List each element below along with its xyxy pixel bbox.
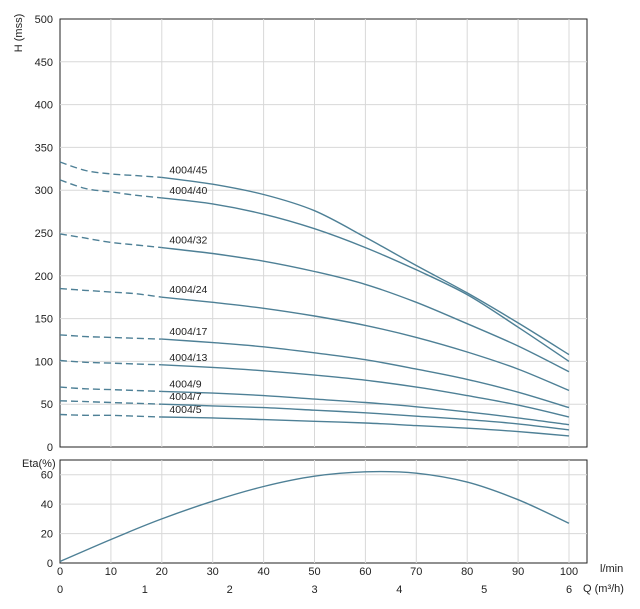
- head-y-tick-label: 100: [35, 356, 53, 368]
- q-x-tick-label: 6: [566, 584, 572, 596]
- head-curve-dashed-segment: [59, 334, 162, 340]
- efficiency-y-tick-label: 0: [47, 558, 53, 570]
- flow-x-tick-label: 40: [257, 566, 269, 578]
- head-curve-solid-segment: [161, 364, 570, 418]
- head-y-tick-labels: 0 50 100 150 200 250 300 350 400 450 500: [35, 14, 53, 454]
- head-curve-label: 4004/40: [169, 185, 207, 197]
- head-curve-label: 4004/5: [169, 404, 201, 416]
- head-curve-solid-segment: [161, 197, 570, 362]
- flow-x-tick-label: 50: [308, 566, 320, 578]
- head-curve-label: 4004/9: [169, 378, 201, 390]
- head-curve-dashed-segment: [59, 233, 162, 249]
- head-y-tick-label: 50: [41, 399, 53, 411]
- head-curve-4004-5: [59, 413, 570, 437]
- head-curve-label: 4004/13: [169, 352, 207, 364]
- head-curve-4004-45: [59, 161, 570, 356]
- head-y-tick-label: 150: [35, 314, 53, 326]
- q-x-tick-labels: 0 1 2 3 4 5 6: [57, 584, 572, 596]
- head-series: [59, 161, 570, 437]
- head-y-tick-label: 200: [35, 271, 53, 283]
- head-curve-4004-40: [59, 179, 570, 362]
- head-y-tick-label: 500: [35, 14, 53, 26]
- flow-x-tick-label: 100: [560, 566, 578, 578]
- head-curve-4004-13: [59, 359, 570, 418]
- head-chart: 0 50 100 150 200 250 300 350 400 450 500 H (mss) 4…: [13, 14, 588, 454]
- q-x-tick-label: 4: [396, 584, 402, 596]
- head-curve-label: 4004/24: [169, 284, 207, 296]
- efficiency-y-tick-label: 20: [41, 529, 53, 541]
- efficiency-y-tick-label: 60: [41, 470, 53, 482]
- q-x-tick-label: 2: [227, 584, 233, 596]
- head-series-labels: 4004/45 4004/40 4004/32 4004/24 4004/17 4004/…: [169, 164, 207, 416]
- flow-x-tick-label: 90: [512, 566, 524, 578]
- q-x-tick-label: 3: [311, 584, 317, 596]
- head-curve-solid-segment: [161, 338, 570, 409]
- head-curve-solid-segment: [161, 416, 570, 437]
- flow-x-tick-label: 70: [410, 566, 422, 578]
- head-curve-4004-24: [59, 287, 570, 392]
- flow-x-tick-label: 60: [359, 566, 371, 578]
- head-curve-label: 4004/17: [169, 326, 207, 338]
- flow-unit-label: l/min: [600, 563, 623, 575]
- head-curve-dashed-segment: [59, 386, 162, 393]
- head-curve-solid-segment: [161, 403, 570, 431]
- flow-x-tick-label: 10: [105, 566, 117, 578]
- flow-x-tick-label: 0: [57, 566, 63, 578]
- efficiency-y-tick-label: 40: [41, 499, 53, 511]
- efficiency-chart: 0 20 40 60 Eta(%) 0 10 20 30 40 50 60 70 80 90 100 0 1…: [22, 458, 624, 596]
- head-curve-solid-segment: [161, 390, 570, 426]
- efficiency-gridlines: [60, 460, 587, 563]
- head-curve-label: 4004/32: [169, 235, 207, 247]
- head-gridlines: [60, 19, 587, 447]
- flow-x-tick-label: 80: [461, 566, 473, 578]
- head-curve-label: 4004/7: [169, 391, 201, 403]
- head-curve-solid-segment: [161, 296, 570, 392]
- head-curve-dashed-segment: [59, 287, 162, 298]
- head-curve-4004-9: [59, 386, 570, 426]
- efficiency-plot-frame: [59, 459, 588, 564]
- efficiency-series: [59, 470, 570, 563]
- head-curve-4004-17: [59, 334, 570, 409]
- head-curve-solid-segment: [161, 176, 570, 356]
- head-y-tick-label: 400: [35, 100, 53, 112]
- flow-x-tick-label: 30: [207, 566, 219, 578]
- head-curve-4004-7: [59, 400, 570, 431]
- flow-x-tick-label: 20: [156, 566, 168, 578]
- q-x-tick-label: 1: [142, 584, 148, 596]
- head-y-tick-label: 350: [35, 142, 53, 154]
- head-curve-dashed-segment: [59, 413, 162, 418]
- flow-x-tick-labels: 0 10 20 30 40 50 60 70 80 90 100: [57, 566, 578, 578]
- head-y-tick-label: 250: [35, 228, 53, 240]
- head-y-tick-label: 300: [35, 185, 53, 197]
- q-x-tick-label: 0: [57, 584, 63, 596]
- q-x-tick-label: 5: [481, 584, 487, 596]
- efficiency-y-tick-labels: 0 20 40 60: [41, 470, 53, 570]
- efficiency-axis-label: Eta(%): [22, 458, 56, 470]
- head-curve-label: 4004/45: [169, 164, 207, 176]
- head-curve-dashed-segment: [59, 359, 162, 366]
- head-y-tick-label: 450: [35, 57, 53, 69]
- q-unit-label: Q (m³/h): [583, 583, 624, 595]
- head-curve-solid-segment: [161, 246, 570, 373]
- head-curve-dashed-segment: [59, 400, 162, 405]
- head-y-tick-label: 0: [47, 442, 53, 454]
- head-axis-label: H (mss): [13, 14, 25, 53]
- efficiency-curve: [59, 470, 570, 563]
- head-curve-4004-32: [59, 233, 570, 373]
